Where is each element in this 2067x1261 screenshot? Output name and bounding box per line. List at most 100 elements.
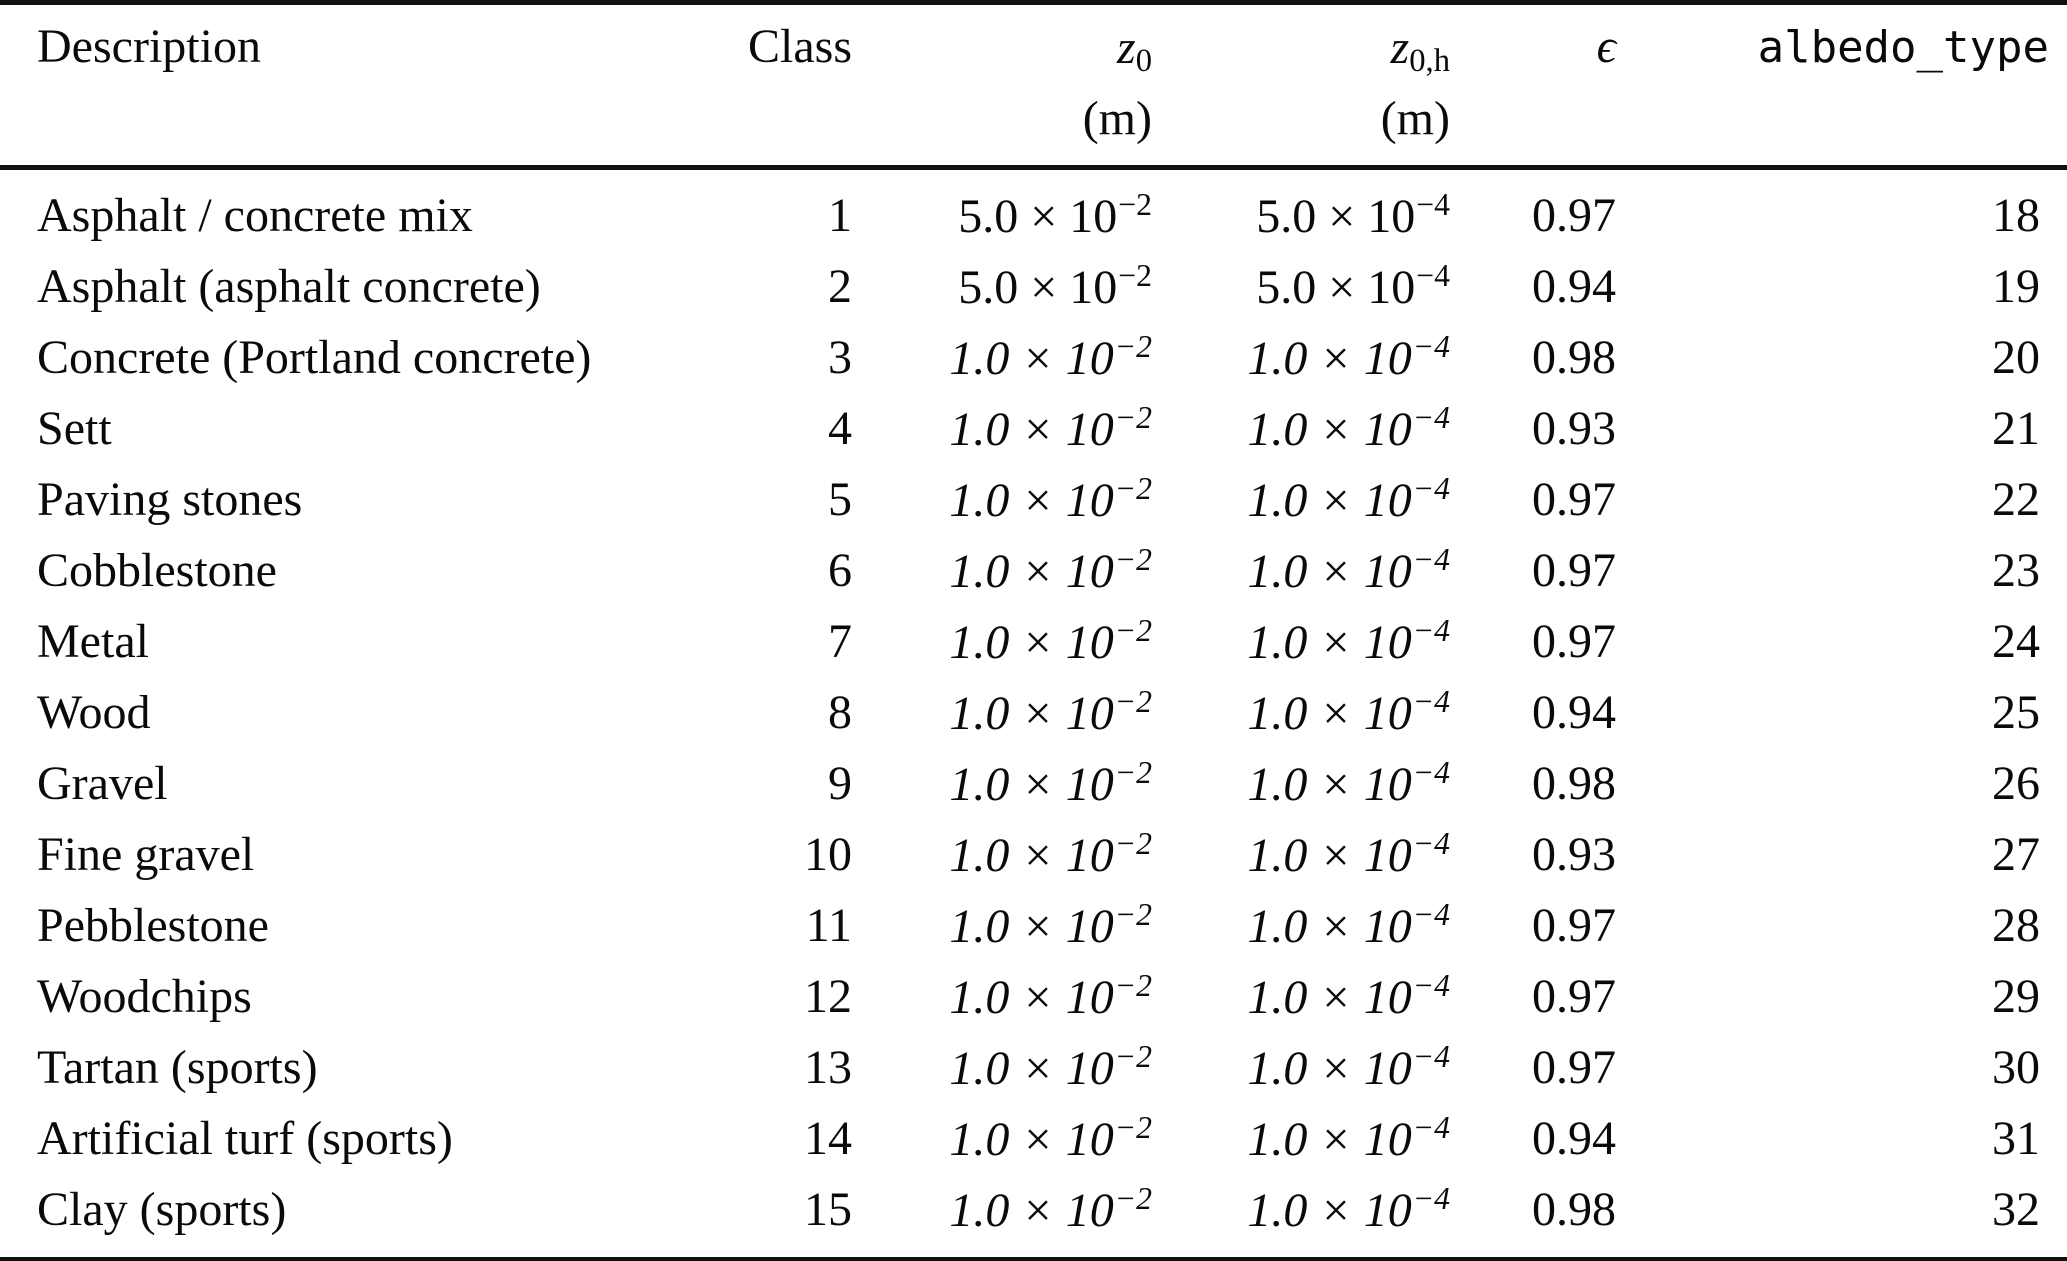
cell-albedo-type: 25 [1992, 686, 2040, 739]
cell-description: Artificial turf (sports) [37, 1112, 453, 1165]
cell-albedo-type: 32 [1992, 1183, 2040, 1236]
cell-epsilon: 0.97 [1532, 544, 1616, 597]
cell-class: 6 [828, 544, 852, 597]
cell-albedo-type: 22 [1992, 473, 2040, 526]
cell-description: Wood [37, 686, 151, 739]
cell-z0: 1.0 × 10−2 [949, 967, 1152, 1025]
cell-z0: 1.0 × 10−2 [949, 896, 1152, 954]
cell-epsilon: 0.93 [1532, 828, 1616, 881]
cell-z0: 1.0 × 10−2 [949, 399, 1152, 457]
table-row: Asphalt / concrete mix 1 5.0 × 10−2 5.0 … [0, 168, 2067, 252]
cell-class: 7 [828, 615, 852, 668]
cell-z0: 1.0 × 10−2 [949, 683, 1152, 741]
cell-z0: 1.0 × 10−2 [949, 1180, 1152, 1238]
cell-class: 12 [804, 970, 852, 1023]
cell-class: 13 [804, 1041, 852, 1094]
cell-description: Tartan (sports) [37, 1041, 318, 1094]
cell-albedo-type: 31 [1992, 1112, 2040, 1165]
cell-epsilon: 0.97 [1532, 473, 1616, 526]
cell-z0h: 1.0 × 10−4 [1247, 399, 1450, 457]
cell-albedo-type: 28 [1992, 899, 2040, 952]
cell-class: 10 [804, 828, 852, 881]
cell-z0h: 1.0 × 10−4 [1247, 470, 1450, 528]
table-row: Concrete (Portland concrete) 3 1.0 × 10−… [0, 322, 2067, 393]
cell-description: Pebblestone [37, 899, 269, 952]
cell-epsilon: 0.97 [1532, 970, 1616, 1023]
cell-z0: 1.0 × 10−2 [949, 754, 1152, 812]
header-row: Description Class z0 (m) z0,h (m) ϵ albe… [0, 2, 2067, 170]
cell-epsilon: 0.98 [1532, 757, 1616, 810]
cell-albedo-type: 24 [1992, 615, 2040, 668]
cell-description: Asphalt (asphalt concrete) [37, 260, 541, 313]
cell-description: Gravel [37, 757, 168, 810]
cell-z0: 5.0 × 10−2 [958, 186, 1152, 244]
cell-epsilon: 0.97 [1532, 1041, 1616, 1094]
cell-z0: 1.0 × 10−2 [949, 470, 1152, 528]
table-row: Paving stones 5 1.0 × 10−2 1.0 × 10−4 0.… [0, 464, 2067, 535]
cell-z0h: 5.0 × 10−4 [1256, 186, 1450, 244]
col-header-class: Class [657, 2, 852, 170]
col-header-class-label: Class [747, 20, 852, 73]
cell-class: 1 [828, 189, 852, 242]
cell-class: 8 [828, 686, 852, 739]
cell-description: Clay (sports) [37, 1183, 287, 1236]
cell-albedo-type: 21 [1992, 402, 2040, 455]
cell-description: Paving stones [37, 473, 303, 526]
table-row: Pebblestone 11 1.0 × 10−2 1.0 × 10−4 0.9… [0, 890, 2067, 961]
table-body: Asphalt / concrete mix 1 5.0 × 10−2 5.0 … [0, 168, 2067, 1260]
col-header-z0: z0 (m) [852, 2, 1152, 170]
albedo-type-label: albedo_type [1757, 22, 2049, 73]
cell-z0h: 1.0 × 10−4 [1247, 825, 1450, 883]
z0-unit: (m) [1082, 92, 1152, 146]
cell-description: Metal [37, 615, 149, 668]
cell-epsilon: 0.98 [1532, 1183, 1616, 1236]
table-row: Asphalt (asphalt concrete) 2 5.0 × 10−2 … [0, 251, 2067, 322]
cell-z0h: 1.0 × 10−4 [1247, 1038, 1450, 1096]
cell-z0h: 1.0 × 10−4 [1247, 1109, 1450, 1167]
cell-z0: 1.0 × 10−2 [949, 825, 1152, 883]
cell-epsilon: 0.93 [1532, 402, 1616, 455]
table-row: Sett 4 1.0 × 10−2 1.0 × 10−4 0.93 21 [0, 393, 2067, 464]
cell-z0: 1.0 × 10−2 [949, 1109, 1152, 1167]
col-header-epsilon: ϵ [1450, 2, 1616, 170]
table-row: Fine gravel 10 1.0 × 10−2 1.0 × 10−4 0.9… [0, 819, 2067, 890]
col-header-description: Description [0, 2, 657, 170]
cell-epsilon: 0.97 [1532, 615, 1616, 668]
col-header-albedo-type: albedo_type [1616, 2, 2067, 170]
cell-z0h: 1.0 × 10−4 [1247, 683, 1450, 741]
table-row: Wood 8 1.0 × 10−2 1.0 × 10−4 0.94 25 [0, 677, 2067, 748]
cell-z0h: 1.0 × 10−4 [1247, 541, 1450, 599]
cell-z0h: 1.0 × 10−4 [1247, 328, 1450, 386]
cell-albedo-type: 23 [1992, 544, 2040, 597]
cell-z0h: 1.0 × 10−4 [1247, 612, 1450, 670]
epsilon-symbol: ϵ [1596, 20, 1616, 73]
cell-albedo-type: 19 [1992, 260, 2040, 313]
cell-description: Asphalt / concrete mix [37, 189, 473, 242]
table-row: Cobblestone 6 1.0 × 10−2 1.0 × 10−4 0.97… [0, 535, 2067, 606]
cell-albedo-type: 20 [1992, 331, 2040, 384]
cell-class: 3 [828, 331, 852, 384]
table-row: Artificial turf (sports) 14 1.0 × 10−2 1… [0, 1103, 2067, 1174]
cell-class: 4 [828, 402, 852, 455]
z0h-symbol: z0,h [1390, 21, 1450, 80]
cell-class: 11 [805, 899, 852, 952]
col-header-z0h: z0,h (m) [1152, 2, 1450, 170]
cell-z0: 5.0 × 10−2 [958, 257, 1152, 315]
cell-class: 5 [828, 473, 852, 526]
table-row: Tartan (sports) 13 1.0 × 10−2 1.0 × 10−4… [0, 1032, 2067, 1103]
table-row: Woodchips 12 1.0 × 10−2 1.0 × 10−4 0.97 … [0, 961, 2067, 1032]
cell-albedo-type: 26 [1992, 757, 2040, 810]
cell-description: Woodchips [37, 970, 252, 1023]
table-row: Clay (sports) 15 1.0 × 10−2 1.0 × 10−4 0… [0, 1174, 2067, 1259]
cell-epsilon: 0.94 [1532, 686, 1616, 739]
cell-z0: 1.0 × 10−2 [949, 612, 1152, 670]
cell-z0: 1.0 × 10−2 [949, 328, 1152, 386]
cell-description: Cobblestone [37, 544, 277, 597]
cell-albedo-type: 29 [1992, 970, 2040, 1023]
cell-z0: 1.0 × 10−2 [949, 541, 1152, 599]
cell-z0: 1.0 × 10−2 [949, 1038, 1152, 1096]
cell-description: Fine gravel [37, 828, 255, 881]
cell-description: Concrete (Portland concrete) [37, 331, 592, 384]
cell-z0h: 1.0 × 10−4 [1247, 896, 1450, 954]
